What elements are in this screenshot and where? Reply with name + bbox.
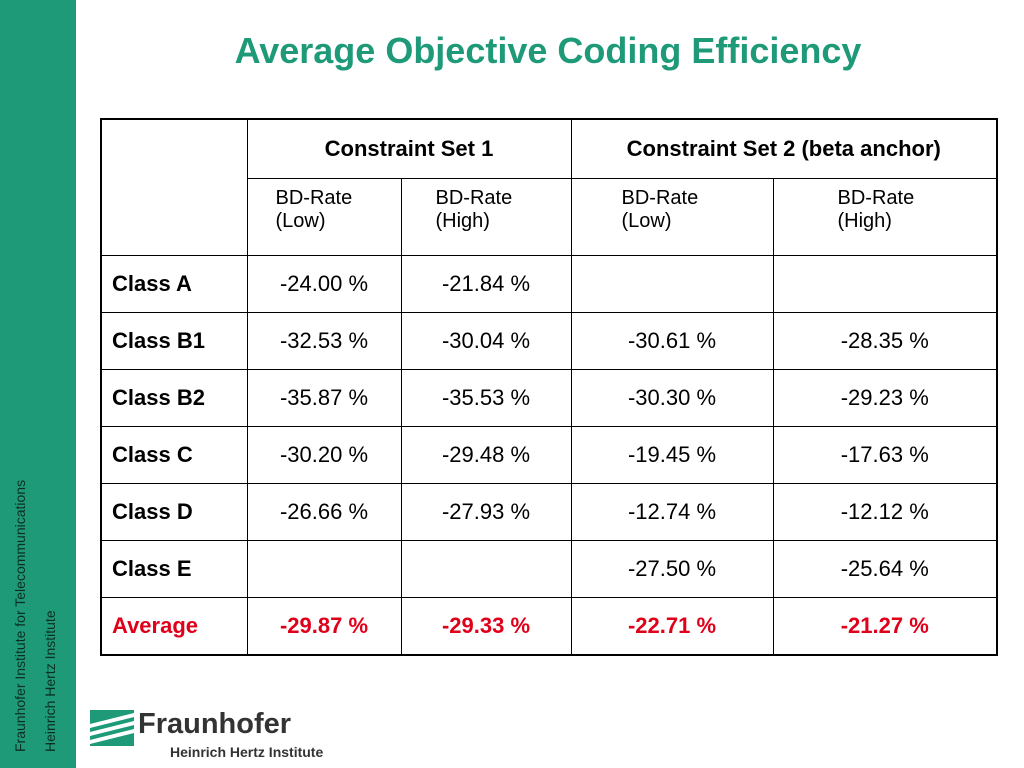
subheader-line: BD-Rate xyxy=(837,187,915,209)
table-cell: -29.33 % xyxy=(400,597,572,656)
table-cell: -21.27 % xyxy=(772,597,998,656)
subheader-line: BD-Rate xyxy=(435,187,513,209)
subheader-line: (Low) xyxy=(275,210,326,232)
subheader-set2-low: BD-Rate (Low) xyxy=(570,178,774,256)
row-label: Class A xyxy=(100,255,248,313)
table-cell: -30.20 % xyxy=(246,426,402,484)
table-cell: -12.12 % xyxy=(772,483,998,541)
table-row-class-b1: Class B1 -32.53 % -30.04 % -30.61 % -28.… xyxy=(100,312,998,370)
table-cell: -19.45 % xyxy=(570,426,774,484)
table-row-class-c: Class C -30.20 % -29.48 % -19.45 % -17.6… xyxy=(100,426,998,484)
subheader-set1-high: BD-Rate (High) xyxy=(400,178,572,256)
corner-cell xyxy=(100,118,248,256)
sidebar-hhi-line: Heinrich Hertz Institute xyxy=(42,610,58,752)
sidebar-band: Fraunhofer Institute for Telecommunicati… xyxy=(0,0,76,768)
group-header-row: Constraint Set 1 Constraint Set 2 (beta … xyxy=(100,118,998,256)
table-cell: -24.00 % xyxy=(246,255,402,313)
table-row-class-d: Class D -26.66 % -27.93 % -12.74 % -12.1… xyxy=(100,483,998,541)
table-cell: -25.64 % xyxy=(772,540,998,598)
page-title: Average Objective Coding Efficiency xyxy=(234,30,862,71)
table-cell: -17.63 % xyxy=(772,426,998,484)
table-cell: -30.61 % xyxy=(570,312,774,370)
subheader-line: (Low) xyxy=(621,210,672,232)
table-cell xyxy=(246,540,402,598)
table-cell: -27.93 % xyxy=(400,483,572,541)
table-cell: -30.30 % xyxy=(570,369,774,427)
table-cell xyxy=(570,255,774,313)
subheader-set2-high: BD-Rate (High) xyxy=(772,178,998,256)
table-cell: -12.74 % xyxy=(570,483,774,541)
table-cell: -27.50 % xyxy=(570,540,774,598)
fraunhofer-mark-icon xyxy=(90,710,134,746)
header-constraint-set-1: Constraint Set 1 xyxy=(246,118,572,179)
table-cell: -29.48 % xyxy=(400,426,572,484)
table-cell: -35.87 % xyxy=(246,369,402,427)
table-cell: -30.04 % xyxy=(400,312,572,370)
table-row-class-b2: Class B2 -35.87 % -35.53 % -30.30 % -29.… xyxy=(100,369,998,427)
table-cell: -22.71 % xyxy=(570,597,774,656)
table-cell xyxy=(772,255,998,313)
logo-brand-text: Fraunhofer xyxy=(138,708,292,740)
table-row-class-a: Class A -24.00 % -21.84 % xyxy=(100,255,998,313)
row-label: Class C xyxy=(100,426,248,484)
table-cell: -21.84 % xyxy=(400,255,572,313)
sidebar-institute-line: Fraunhofer Institute for Telecommunicati… xyxy=(12,479,28,752)
row-label: Class D xyxy=(100,483,248,541)
table-cell: -26.66 % xyxy=(246,483,402,541)
subheader-line: (High) xyxy=(837,210,892,232)
table-row-average: Average -29.87 % -29.33 % -22.71 % -21.2… xyxy=(100,597,998,656)
table-cell: -29.87 % xyxy=(246,597,402,656)
subheader-set1-low: BD-Rate (Low) xyxy=(246,178,402,256)
results-table: Constraint Set 1 Constraint Set 2 (beta … xyxy=(100,118,998,656)
subheader-line: BD-Rate xyxy=(275,187,353,209)
subheader-line: BD-Rate xyxy=(621,187,699,209)
row-label: Class B1 xyxy=(100,312,248,370)
logo-institute-text: Heinrich Hertz Institute xyxy=(170,744,324,760)
row-label: Class B2 xyxy=(100,369,248,427)
table-cell: -28.35 % xyxy=(772,312,998,370)
table-cell xyxy=(400,540,572,598)
header-constraint-set-2: Constraint Set 2 (beta anchor) xyxy=(570,118,998,179)
sub-header-row: BD-Rate (Low) BD-Rate (High) BD-Rate (Lo… xyxy=(101,178,998,256)
row-label: Class E xyxy=(100,540,248,598)
table-cell: -32.53 % xyxy=(246,312,402,370)
table-cell: -35.53 % xyxy=(400,369,572,427)
fraunhofer-logo: Fraunhofer Heinrich Hertz Institute xyxy=(90,708,350,766)
row-label: Average xyxy=(100,597,248,656)
table-row-class-e: Class E -27.50 % -25.64 % xyxy=(100,540,998,598)
subheader-line: (High) xyxy=(435,210,490,232)
table-cell: -29.23 % xyxy=(772,369,998,427)
